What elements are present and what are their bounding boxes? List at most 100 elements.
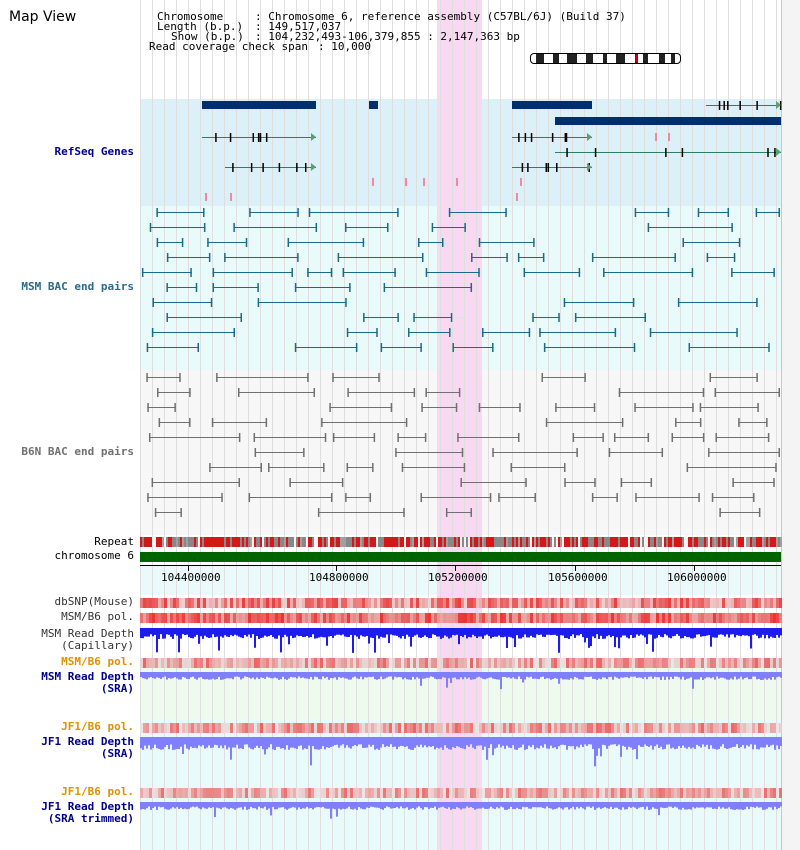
read-depth-bar [528,737,530,746]
repeat-label[interactable]: Repeat [94,535,134,548]
msm-bac-pair-end [207,238,209,247]
b6n-bac-pair-end [425,388,427,397]
read-depth-bar [720,737,722,747]
read-depth-bar [646,737,648,746]
jf1-depth-sra-label[interactable]: JF1 Read Depth (SRA) [41,736,134,760]
read-depth-bar [338,737,340,748]
read-depth-bar [344,628,346,637]
read-depth-bar [494,737,496,749]
polymorphism-cell [512,788,515,798]
polymorphism-cell [512,723,515,733]
repeat-block [586,537,588,547]
read-depth-bar [190,737,192,747]
polymorphism-cell [548,723,551,733]
polymorphism-cell [716,598,719,608]
polymorphism-cell [539,788,542,798]
jf1-depth-trimmed-label[interactable]: JF1 Read Depth (SRA trimmed) [41,801,134,825]
polymorphism-cell [587,598,590,608]
read-depth-bar [456,628,458,635]
polymorphism-cell [698,598,701,608]
read-depth-bar [770,672,772,680]
read-depth-bar [446,737,448,748]
read-depth-bar [372,802,374,807]
polymorphism-cell [533,613,536,623]
polymorphism-cell [452,658,455,668]
polymorphism-cell [716,658,719,668]
polymorphism-cell [683,788,686,798]
read-depth-bar [746,628,748,636]
repeat-block [778,537,780,547]
chromosome-label[interactable]: chromosome 6 [54,549,134,562]
read-depth-bar [156,737,158,749]
read-depth-bar [332,802,334,809]
read-depth-bar [694,802,696,809]
msm-depth-capillary-label[interactable]: MSM Read Depth (Capillary) [41,628,134,652]
repeat-block [342,537,344,547]
repeat-block [362,537,364,547]
polymorphism-cell [674,723,677,733]
read-depth-bar [508,628,510,637]
repeat-block [208,537,210,547]
polymorphism-cell [572,723,575,733]
repeat-block [708,537,710,547]
refseq-exon [518,133,520,142]
polymorphism-cell [611,613,614,623]
polymorphism-cell [170,613,173,623]
polymorphism-cell [284,788,287,798]
read-depth-bar [692,672,694,689]
polymorphism-cell [650,658,653,668]
msm-depth-sra-label[interactable]: MSM Read Depth (SRA) [41,671,134,695]
polymorphism-cell [416,613,419,623]
jf1-b6-pol-label[interactable]: JF1/B6 pol. [61,720,134,733]
polymorphism-cell [449,723,452,733]
msm-bac-label[interactable]: MSM BAC end pairs [21,280,134,293]
polymorphism-cell [197,658,200,668]
read-depth-bar [778,672,780,677]
read-depth-bar [540,672,542,678]
repeat-block [614,537,616,547]
polymorphism-cell [392,598,395,608]
refseq-exon [232,163,234,172]
read-depth-bar [380,628,382,637]
repeat-block [612,537,614,547]
read-depth-bar [392,737,394,748]
refseq-genes-label[interactable]: RefSeq Genes [54,145,134,158]
read-depth-bar [150,802,152,810]
polymorphism-cell [224,613,227,623]
polymorphism-cell [308,723,311,733]
read-depth-bar [734,802,736,810]
read-depth-bar [688,628,690,638]
read-depth-bar [576,802,578,807]
read-depth-bar [360,802,362,809]
read-depth-bar [354,737,356,746]
polymorphism-cell [515,788,518,798]
repeat-block [272,537,274,547]
repeat-block [182,537,184,547]
read-depth-bar [544,628,546,637]
read-depth-bar [490,672,492,678]
msm-b6-pol-label[interactable]: MSM/B6 pol. [61,610,134,623]
polymorphism-cell [353,613,356,623]
polymorphism-cell [206,788,209,798]
repeat-block [320,537,322,547]
polymorphism-cell [353,598,356,608]
b6n-bac-label[interactable]: B6N BAC end pairs [21,445,134,458]
polymorphism-cell [449,788,452,798]
dbsnp-label[interactable]: dbSNP(Mouse) [54,595,134,608]
polymorphism-cell [317,788,320,798]
repeat-block [440,537,442,547]
polymorphism-cell [236,598,239,608]
jf1-b6-pol-trimmed-label[interactable]: JF1/B6 pol. [61,785,134,798]
polymorphism-cell [560,613,563,623]
polymorphism-cell [419,658,422,668]
polymorphism-cell [329,658,332,668]
read-depth-bar [296,737,298,749]
vertical-scrollbar[interactable] [781,0,800,850]
read-depth-bar [752,672,754,677]
polymorphism-cell [398,598,401,608]
chromosome-ideogram[interactable] [530,53,681,64]
polymorphism-cell [767,788,770,798]
read-depth-bar [622,672,624,678]
msm-b6-pol-sra-label[interactable]: MSM/B6 pol. [61,655,134,668]
repeat-block [444,537,446,547]
